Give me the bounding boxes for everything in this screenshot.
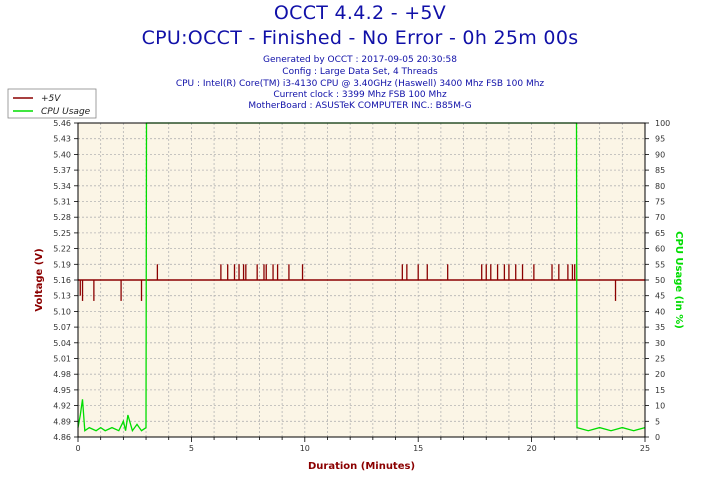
- y-tick-label: 5.13: [53, 292, 71, 301]
- y-tick-label: 4.89: [53, 417, 71, 426]
- y2-tick-label: 20: [655, 370, 665, 379]
- info-config: Config : Large Data Set, 4 Threads: [282, 67, 438, 77]
- legend-box: [7, 88, 97, 119]
- x-tick-label: 0: [75, 444, 80, 453]
- y-tick-label: 4.95: [53, 386, 71, 395]
- y-tick-label: 5.34: [53, 182, 71, 191]
- x-tick-label: 25: [640, 444, 650, 453]
- y-tick-label: 5.16: [53, 276, 71, 285]
- y-tick-label: 4.92: [53, 402, 71, 411]
- y2-tick-label: 75: [655, 198, 665, 207]
- y2-tick-label: 35: [655, 323, 665, 332]
- y2-tick-label: 90: [655, 150, 665, 159]
- y-tick-label: 5.10: [53, 307, 71, 316]
- x-tick-label: 10: [300, 444, 310, 453]
- y-tick-label: 5.46: [53, 119, 71, 128]
- y2-tick-label: 55: [655, 260, 665, 269]
- y2-tick-label: 40: [655, 307, 665, 316]
- chart-title: OCCT 4.4.2 - +5V: [273, 2, 447, 24]
- x-tick-label: 20: [527, 444, 537, 453]
- y2-tick-label: 15: [655, 386, 665, 395]
- y-tick-label: 5.19: [53, 260, 71, 269]
- y2-tick-label: 60: [655, 245, 665, 254]
- y2-tick-label: 50: [655, 276, 665, 285]
- y2-tick-label: 0: [655, 433, 660, 442]
- y-tick-label: 5.43: [53, 135, 71, 144]
- legend-label-voltage: +5V: [41, 94, 61, 104]
- y-axis-label: Voltage (V): [34, 248, 45, 311]
- x-tick-label: 5: [189, 444, 194, 453]
- x-axis-label: Duration (Minutes): [308, 461, 415, 472]
- y-tick-label: 5.22: [53, 245, 71, 254]
- y-tick-label: 5.07: [53, 323, 71, 332]
- y2-tick-label: 65: [655, 229, 665, 238]
- y2-tick-label: 45: [655, 292, 665, 301]
- y2-tick-label: 5: [655, 417, 660, 426]
- y2-tick-label: 10: [655, 402, 665, 411]
- y-tick-label: 5.40: [53, 150, 71, 159]
- y-tick-label: 5.37: [53, 166, 71, 175]
- info-cpu: CPU : Intel(R) Core(TM) i3-4130 CPU @ 3.…: [175, 79, 545, 89]
- y-tick-label: 5.01: [53, 355, 71, 364]
- cpu-usage-line: [77, 122, 646, 433]
- y2-axis-label: CPU Usage (in %): [673, 231, 684, 329]
- chart-subtitle: CPU:OCCT - Finished - No Error - 0h 25m …: [141, 27, 579, 49]
- y2-tick-label: 95: [655, 135, 665, 144]
- y2-tick-label: 80: [655, 182, 665, 191]
- y2-tick-label: 70: [655, 213, 665, 222]
- y-tick-label: 5.28: [53, 213, 71, 222]
- x-tick-label: 15: [413, 444, 423, 453]
- y-tick-label: 4.98: [53, 370, 71, 379]
- y2-tick-label: 25: [655, 355, 665, 364]
- info-clock: Current clock : 3399 Mhz FSB 100 Mhz: [273, 90, 447, 100]
- info-motherboard: MotherBoard : ASUSTeK COMPUTER INC.: B85…: [248, 101, 472, 111]
- info-generated: Generated by OCCT : 2017-09-05 20:30:58: [263, 55, 457, 65]
- y2-tick-label: 100: [655, 119, 670, 128]
- plot-frame: [77, 122, 646, 438]
- legend-label-cpu: CPU Usage: [41, 107, 91, 117]
- y2-tick-label: 85: [655, 166, 665, 175]
- y-tick-label: 5.31: [53, 198, 71, 207]
- y-tick-label: 4.86: [53, 433, 71, 442]
- y-tick-label: 5.25: [53, 229, 71, 238]
- y-tick-label: 5.04: [53, 339, 71, 348]
- y2-tick-label: 30: [655, 339, 665, 348]
